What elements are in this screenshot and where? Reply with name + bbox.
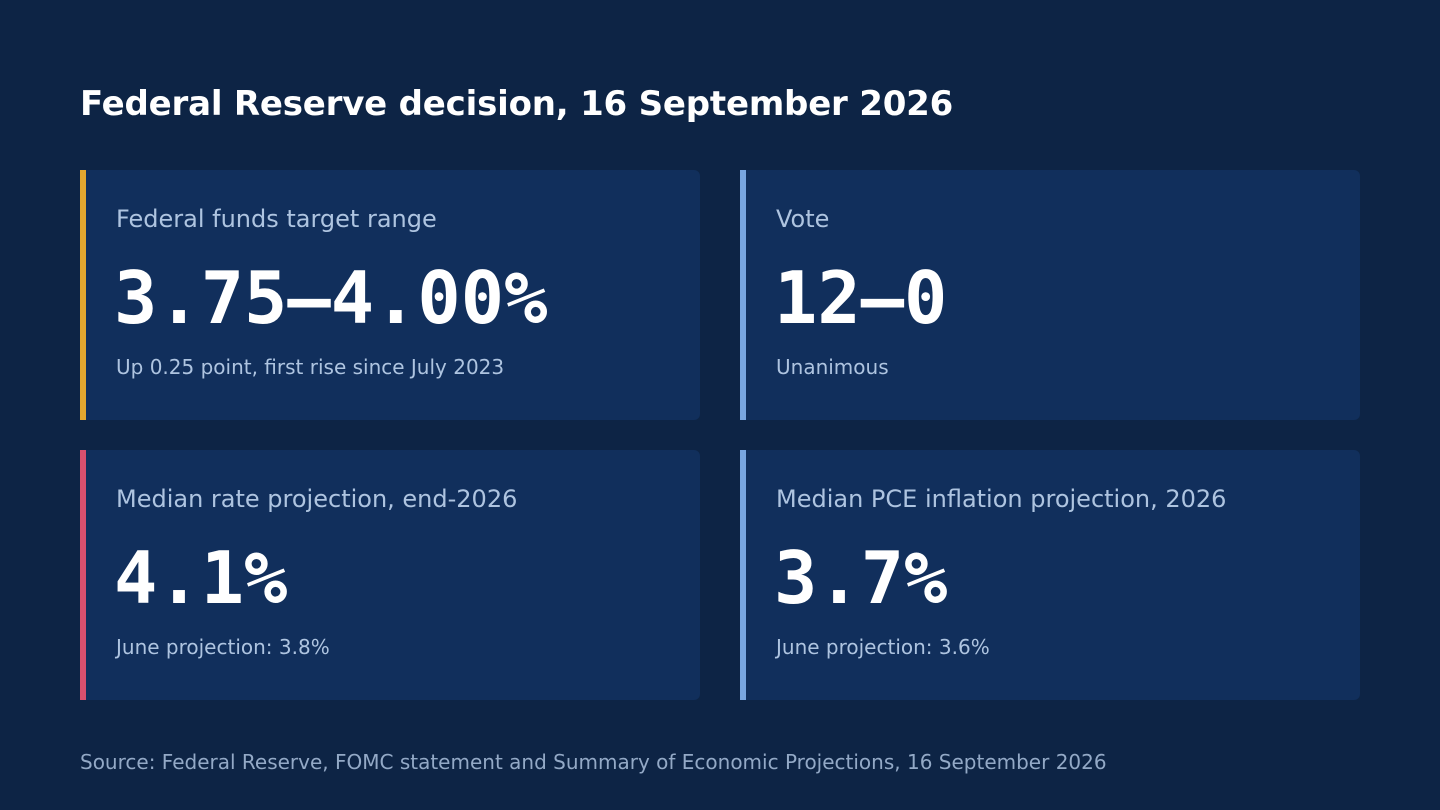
card-label: Vote: [776, 205, 830, 233]
card-label: Median PCE inflation projection, 2026: [776, 485, 1227, 513]
page-title: Federal Reserve decision, 16 September 2…: [80, 84, 954, 124]
card-fed-funds-range: Federal funds target range 3.75–4.00% Up…: [80, 170, 700, 420]
card-accent-bar: [80, 450, 86, 700]
card-note: Unanimous: [776, 355, 889, 379]
source-note: Source: Federal Reserve, FOMC statement …: [80, 750, 1107, 774]
card-label: Federal funds target range: [116, 205, 437, 233]
card-accent-bar: [80, 170, 86, 420]
card-value: 4.1%: [114, 536, 288, 620]
card-value: 3.75–4.00%: [114, 256, 548, 340]
card-note: Up 0.25 point, first rise since July 202…: [116, 355, 505, 379]
card-note: June projection: 3.8%: [116, 635, 330, 659]
card-label: Median rate projection, end-2026: [116, 485, 518, 513]
card-vote: Vote 12–0 Unanimous: [740, 170, 1360, 420]
card-median-rate-projection: Median rate projection, end-2026 4.1% Ju…: [80, 450, 700, 700]
card-median-pce-projection: Median PCE inflation projection, 2026 3.…: [740, 450, 1360, 700]
kpi-grid: Federal funds target range 3.75–4.00% Up…: [80, 170, 1360, 700]
card-value: 12–0: [774, 256, 948, 340]
card-value: 3.7%: [774, 536, 948, 620]
card-accent-bar: [740, 170, 746, 420]
card-accent-bar: [740, 450, 746, 700]
card-note: June projection: 3.6%: [776, 635, 990, 659]
